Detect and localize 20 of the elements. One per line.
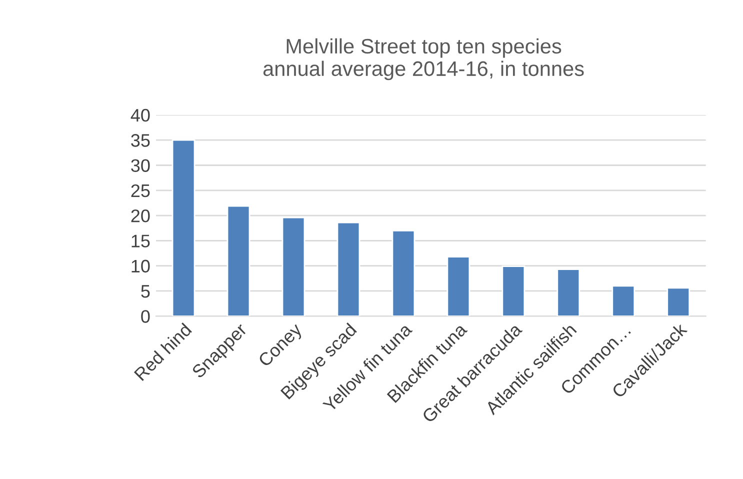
y-tick-label: 15 — [132, 234, 150, 248]
bar — [556, 268, 580, 316]
bar — [446, 256, 470, 316]
y-tick-label: 5 — [141, 285, 150, 298]
y-tick-label: 25 — [131, 184, 150, 198]
chart-title: Melville Street top ten species annual average 2014-16, in tonnes — [263, 38, 584, 80]
bar — [172, 139, 196, 316]
bar — [666, 287, 690, 316]
y-tick-label: 30 — [131, 159, 150, 172]
y-tick-label: 40 — [130, 108, 150, 122]
y-tick-label: 20 — [131, 209, 150, 222]
y-tick-label: 35 — [131, 134, 150, 147]
bar — [282, 216, 306, 316]
bar — [392, 230, 416, 316]
bar — [612, 285, 636, 316]
bar — [226, 205, 250, 316]
bar — [502, 266, 526, 316]
bar — [336, 222, 360, 316]
y-tick-label: 0 — [141, 310, 150, 323]
y-tick-label: 10 — [132, 260, 150, 273]
